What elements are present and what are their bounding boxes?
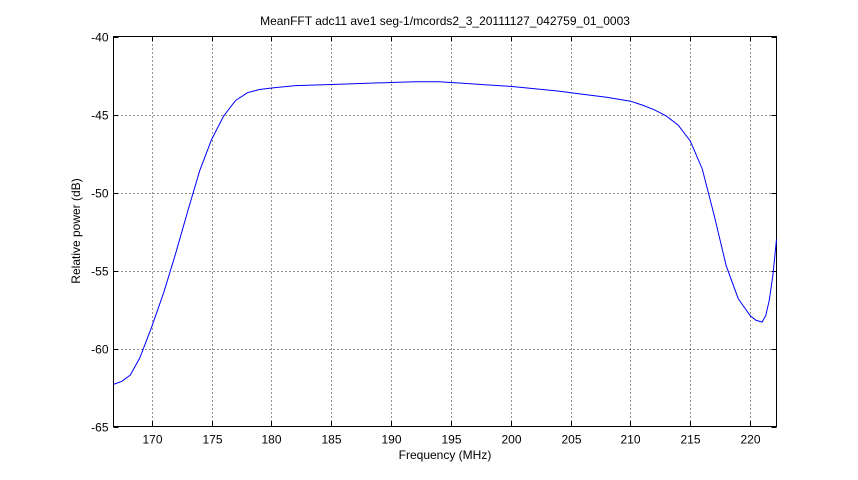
x-tick-labels: 170 175 180 185 190 195 200 205 210 215 220 <box>142 433 760 447</box>
x-tick-label: 185 <box>321 433 341 447</box>
x-tick-label: 190 <box>381 433 401 447</box>
x-tick-label: 200 <box>501 433 521 447</box>
plot-frame <box>113 36 777 427</box>
y-tick-label: -40 <box>91 31 109 45</box>
x-axis-label: Frequency (MHz) <box>399 448 492 462</box>
y-tick-label: -45 <box>91 109 109 123</box>
x-tick-label: 175 <box>202 433 222 447</box>
chart-title: MeanFFT adc11 ave1 seg-1/mcords2_3_20111… <box>260 14 630 28</box>
tick-marks <box>113 36 777 428</box>
y-tick-labels: -40 -45 -50 -55 -60 -65 <box>91 31 109 435</box>
y-tick-label: -50 <box>91 187 109 201</box>
y-axis-label: Relative power (dB) <box>69 178 83 283</box>
y-tick-label: -65 <box>91 421 109 435</box>
y-tick-label: -55 <box>91 265 109 279</box>
x-tick-label: 210 <box>620 433 640 447</box>
series-line <box>113 81 777 385</box>
x-tick-label: 170 <box>142 433 162 447</box>
x-tick-label: 220 <box>740 433 760 447</box>
x-tick-label: 180 <box>261 433 281 447</box>
x-tick-label: 215 <box>680 433 700 447</box>
x-tick-label: 195 <box>441 433 461 447</box>
y-tick-label: -60 <box>91 343 109 357</box>
x-tick-label: 205 <box>561 433 581 447</box>
